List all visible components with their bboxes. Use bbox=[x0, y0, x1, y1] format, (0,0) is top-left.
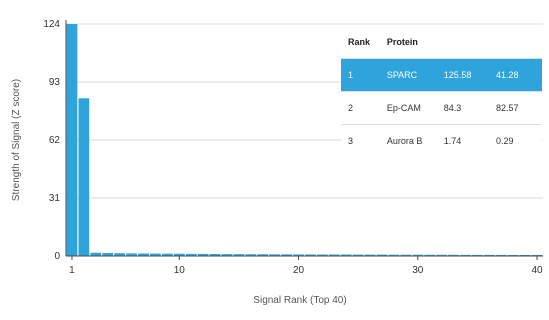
col-z-score-header: Z score bbox=[436, 25, 490, 59]
s-score-cell: 41.28 bbox=[489, 58, 542, 92]
table-header-row: Rank Protein Z score S score bbox=[341, 25, 542, 59]
bar bbox=[173, 253, 185, 256]
x-tick-label: 20 bbox=[293, 265, 305, 276]
bar bbox=[126, 253, 137, 256]
bar bbox=[102, 253, 114, 256]
z-score-cell: 125.58 bbox=[436, 58, 490, 92]
bar bbox=[281, 254, 292, 256]
bar bbox=[197, 253, 209, 256]
y-tick-label: 124 bbox=[43, 19, 60, 30]
bar bbox=[209, 254, 221, 256]
bar bbox=[162, 253, 173, 256]
rank-cell: 3 bbox=[348, 136, 354, 146]
bar bbox=[507, 254, 519, 256]
y-tick-label: 93 bbox=[49, 77, 61, 88]
protein-cell: Ep-CAM bbox=[386, 103, 421, 113]
bar bbox=[245, 254, 257, 256]
bar bbox=[78, 98, 90, 256]
y-tick-label: 0 bbox=[54, 251, 60, 262]
col-s-score-header: S score bbox=[489, 25, 542, 59]
x-tick-label: 1 bbox=[69, 265, 75, 276]
y-tick-label: 62 bbox=[49, 135, 61, 146]
x-tick-label: 30 bbox=[412, 265, 424, 276]
x-tick-label: 10 bbox=[174, 265, 186, 276]
col-rank-header: Rank bbox=[341, 25, 380, 59]
bar bbox=[412, 254, 424, 256]
bar bbox=[90, 252, 102, 256]
bar bbox=[185, 253, 197, 256]
x-axis-title: Signal Rank (Top 40) bbox=[253, 295, 346, 306]
bar bbox=[448, 254, 459, 256]
bar bbox=[460, 254, 471, 256]
rank-cell: 1 bbox=[341, 58, 380, 92]
bar bbox=[66, 24, 78, 256]
table-row: 3 Aurora B 1.74 0.29 bbox=[341, 124, 542, 158]
axes bbox=[65, 20, 543, 260]
bar bbox=[424, 254, 436, 256]
bar bbox=[138, 253, 149, 256]
protein-cell: Aurora B bbox=[386, 136, 423, 146]
col-protein-header: Protein bbox=[379, 25, 437, 59]
bar bbox=[376, 254, 388, 256]
bars bbox=[66, 24, 543, 256]
s-score-cell: 82.57 bbox=[496, 103, 519, 113]
z-score-cell: 1.74 bbox=[443, 136, 462, 146]
bar bbox=[388, 254, 400, 256]
bar bbox=[531, 254, 543, 256]
bar bbox=[150, 253, 161, 256]
bar bbox=[257, 254, 269, 256]
x-tick-label: 40 bbox=[531, 265, 543, 276]
bar bbox=[364, 254, 376, 256]
bar bbox=[340, 254, 352, 256]
bar bbox=[400, 254, 412, 256]
s-score-cell: 0.29 bbox=[496, 136, 514, 146]
bar bbox=[328, 254, 340, 256]
bar bbox=[436, 254, 447, 256]
y-tick-label: 31 bbox=[49, 193, 61, 204]
bar bbox=[352, 254, 364, 256]
table-row: 2 Ep-CAM 84.3 82.57 bbox=[341, 91, 542, 125]
bar bbox=[305, 254, 316, 256]
bar bbox=[293, 254, 304, 256]
rank-cell: 2 bbox=[348, 103, 354, 113]
bar bbox=[519, 254, 531, 256]
bar bbox=[483, 254, 495, 256]
bar bbox=[114, 253, 126, 256]
z-score-cell: 84.3 bbox=[443, 103, 462, 113]
top-proteins-table: Rank Protein Z score S score 1 SPARC 125… bbox=[341, 25, 542, 157]
y-axis-title: Strength of Signal (Z score) bbox=[11, 79, 22, 201]
bar bbox=[472, 254, 483, 256]
protein-cell: SPARC bbox=[379, 58, 437, 92]
bar bbox=[221, 254, 233, 256]
bar bbox=[495, 254, 507, 256]
bar bbox=[233, 254, 245, 256]
bar bbox=[317, 254, 328, 256]
table-row: 1 SPARC 125.58 41.28 bbox=[341, 58, 542, 92]
bar bbox=[269, 254, 281, 256]
